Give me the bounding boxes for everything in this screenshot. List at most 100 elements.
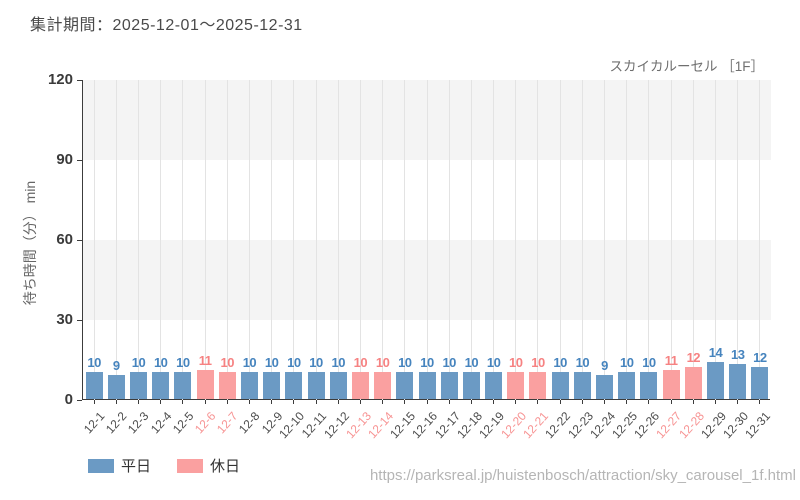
x-tick-label: 12-2 [103, 409, 130, 437]
x-tick [470, 400, 472, 404]
x-tick [692, 400, 694, 404]
vertical-gridline [670, 80, 672, 400]
bar-12-23 [573, 372, 591, 399]
bar-value-label: 10 [287, 355, 301, 371]
x-tick [160, 400, 162, 404]
bar-value-label: 10 [131, 355, 146, 371]
bar-12-26 [640, 372, 658, 399]
bar-value-label: 10 [420, 355, 434, 371]
vertical-gridline [359, 80, 361, 400]
bar-12-4 [152, 372, 170, 399]
x-tick [426, 400, 428, 404]
x-tick [337, 400, 339, 404]
bar-12-24 [596, 375, 614, 399]
bar-value-label: 10 [464, 355, 479, 371]
bar-12-20 [507, 372, 525, 399]
x-tick [648, 400, 650, 404]
bar-12-9 [263, 372, 281, 399]
x-tick [448, 400, 450, 404]
bar-value-label: 10 [486, 355, 501, 371]
bar-12-29 [707, 361, 725, 399]
bar-value-label: 10 [531, 355, 545, 371]
x-tick [248, 400, 250, 404]
bar-value-label: 10 [398, 355, 412, 371]
bar-12-19 [485, 372, 503, 399]
bar-value-label: 10 [375, 355, 390, 371]
vertical-gridline [271, 80, 273, 400]
bar-12-27 [662, 369, 680, 399]
vertical-gridline [382, 80, 384, 400]
x-tick [715, 400, 717, 404]
x-tick-label: 12-3 [125, 409, 152, 437]
vertical-gridline [692, 80, 694, 400]
bar-value-label: 10 [331, 355, 345, 371]
bar-12-31 [751, 367, 769, 399]
legend-label: 平日 [121, 458, 152, 475]
vertical-gridline [470, 80, 472, 400]
bar-value-label: 10 [87, 355, 101, 371]
bar-value-label: 10 [220, 355, 235, 371]
y-tick-label: 90 [56, 151, 73, 168]
bar-12-12 [329, 372, 347, 399]
x-tick [115, 400, 117, 404]
vertical-gridline [293, 80, 295, 400]
bar-12-7 [218, 372, 236, 399]
y-tick [77, 159, 82, 161]
bar-12-8 [240, 372, 258, 399]
x-tick [759, 400, 761, 404]
vertical-gridline [648, 80, 650, 400]
x-tick [604, 400, 606, 404]
y-tick-label: 60 [56, 231, 73, 248]
vertical-gridline [426, 80, 428, 400]
x-tick [537, 400, 539, 404]
bar-12-18 [462, 372, 480, 399]
source-url: https://parksreal.jp/huistenbosch/attrac… [369, 467, 796, 484]
vertical-gridline [493, 80, 495, 400]
vertical-gridline [204, 80, 206, 400]
legend-swatch-holiday [177, 458, 204, 473]
bar-value-label: 10 [309, 355, 323, 371]
x-tick [93, 400, 95, 404]
bar-value-label: 10 [153, 355, 168, 371]
legend-swatch-weekday [88, 458, 114, 473]
attraction-label: スカイカルーセル ［1F］ [609, 59, 764, 74]
vertical-gridline [604, 80, 606, 400]
vertical-gridline [581, 80, 583, 400]
y-tick-label: 30 [56, 311, 73, 328]
bar-value-label: 12 [686, 350, 701, 365]
bar-12-11 [307, 372, 325, 399]
bar-12-22 [551, 372, 569, 399]
bar-value-label: 11 [198, 352, 212, 368]
x-tick-label: 12-1 [81, 409, 108, 437]
x-tick [581, 400, 583, 404]
vertical-gridline [515, 80, 517, 400]
bar-12-2 [107, 375, 125, 399]
bar-12-25 [618, 372, 636, 399]
vertical-gridline [404, 80, 406, 400]
y-tick-label: 0 [64, 391, 73, 408]
bar-12-14 [374, 372, 392, 399]
vertical-gridline [337, 80, 339, 400]
vertical-gridline [115, 80, 117, 400]
legend-label: 休日 [210, 458, 241, 475]
bar-12-13 [351, 372, 369, 399]
bar-value-label: 9 [112, 358, 120, 373]
legend-item-weekday: 平日 [88, 455, 151, 476]
x-tick [315, 400, 317, 404]
bar-value-label: 11 [664, 352, 678, 368]
x-tick-label: 12-5 [169, 409, 197, 437]
x-tick [182, 400, 184, 404]
bar-value-label: 10 [620, 355, 634, 371]
y-tick [77, 239, 82, 241]
vertical-gridline [226, 80, 228, 400]
bar-value-label: 10 [442, 355, 456, 371]
x-tick [670, 400, 672, 404]
x-tick [493, 400, 495, 404]
bar-12-17 [440, 372, 458, 399]
vertical-gridline [448, 80, 450, 400]
vertical-gridline [160, 80, 162, 400]
bar-value-label: 12 [753, 350, 767, 365]
bar-value-label: 10 [264, 355, 279, 371]
vertical-gridline [737, 80, 739, 400]
